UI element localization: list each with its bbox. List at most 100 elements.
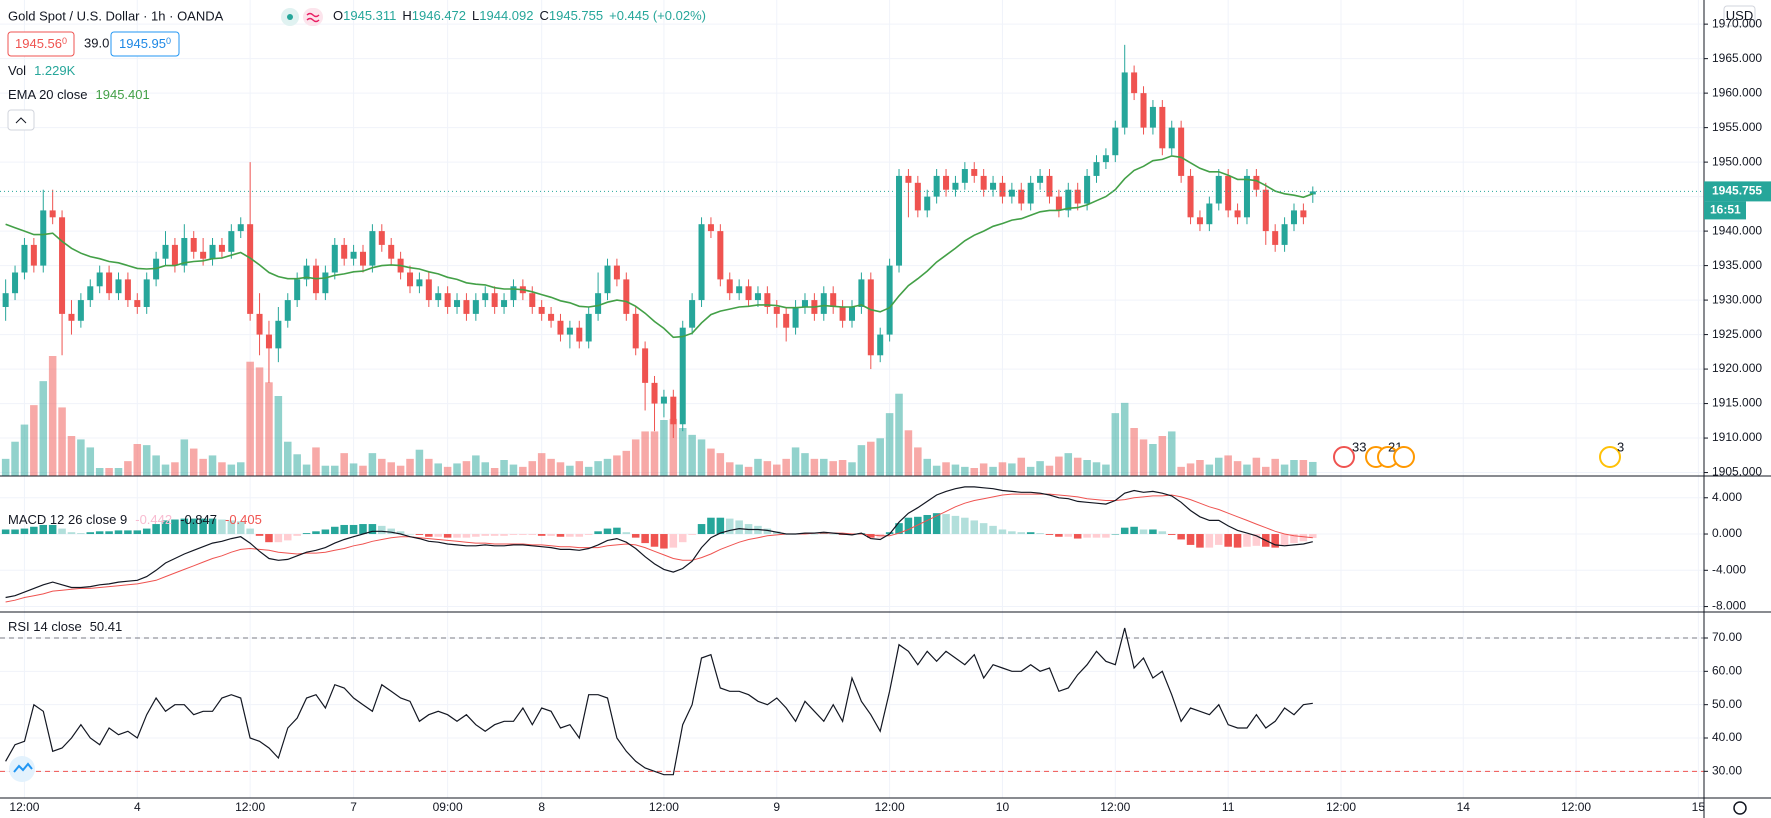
volume-bar xyxy=(669,418,678,476)
event-icon[interactable] xyxy=(1393,446,1415,468)
volume-bar xyxy=(1,458,10,476)
candle-body xyxy=(1187,175,1194,218)
candle-body xyxy=(670,396,677,425)
y-tick-label: 1965.000 xyxy=(1712,51,1762,65)
candle-body xyxy=(1027,182,1034,204)
macd-histogram-bar xyxy=(349,524,358,535)
signal-value: -0.405 xyxy=(225,512,262,527)
data-icon[interactable] xyxy=(303,8,323,26)
volume-bar xyxy=(1299,460,1308,476)
ohlc-label: L xyxy=(472,8,479,23)
candle-body xyxy=(1121,72,1128,128)
macd-histogram-bar xyxy=(425,534,433,537)
volume-bar xyxy=(923,458,931,476)
volume-bar xyxy=(537,453,546,476)
macd-histogram-bar xyxy=(199,518,207,535)
macd-histogram-bar xyxy=(340,524,348,535)
volume-bar xyxy=(368,453,377,476)
buy-button[interactable] xyxy=(110,31,180,57)
collapse-button[interactable] xyxy=(7,109,35,131)
macd-histogram-bar xyxy=(509,534,518,535)
volume-bar xyxy=(716,453,725,476)
settings-button[interactable] xyxy=(1733,801,1747,815)
candle-body xyxy=(576,327,583,342)
macd-histogram-bar xyxy=(575,534,584,537)
candle-body xyxy=(435,293,442,301)
macd-histogram-bar xyxy=(867,534,875,538)
volume-bar xyxy=(594,461,602,476)
volume-bar xyxy=(1092,462,1101,476)
status-dot xyxy=(287,14,293,20)
x-tick-label: 11 xyxy=(1222,800,1235,814)
candle-body xyxy=(1037,175,1044,183)
y-tick-label: 1970.000 xyxy=(1712,16,1762,30)
macd-histogram-bar xyxy=(359,524,367,535)
macd-histogram-bar xyxy=(472,534,480,537)
volume-bar xyxy=(105,468,113,476)
candle-body xyxy=(218,244,225,252)
macd-histogram-bar xyxy=(1092,534,1101,538)
macd-value: -0.847 xyxy=(180,512,217,527)
macd-histogram-bar xyxy=(547,534,555,536)
volume-bar xyxy=(519,466,527,476)
volume-bar xyxy=(575,461,584,476)
macd-histogram-bar xyxy=(284,534,292,541)
volume-bar xyxy=(415,449,424,476)
sell-button[interactable] xyxy=(7,31,75,57)
x-tick-label: 10 xyxy=(996,800,1010,814)
macd-histogram-bar xyxy=(161,520,170,535)
change: +0.445 (+0.02%) xyxy=(609,8,706,23)
candle-body xyxy=(548,313,555,321)
macd-histogram-bar xyxy=(1111,534,1120,535)
x-tick-label: 12:00 xyxy=(1100,800,1130,814)
volume-bar xyxy=(735,464,743,476)
candle-body xyxy=(501,300,508,307)
volume-bar xyxy=(528,461,537,476)
macd-histogram-bar xyxy=(1,529,10,535)
volume-bar xyxy=(1186,463,1195,476)
candle-body xyxy=(642,348,649,383)
volume-bar xyxy=(1026,466,1035,476)
y-tick-label: 1950.000 xyxy=(1712,154,1762,168)
volume-bar xyxy=(114,468,123,476)
event-count: 3 xyxy=(1617,439,1624,454)
volume-bar xyxy=(895,393,903,476)
candle-body xyxy=(1018,189,1025,204)
candle-body xyxy=(369,231,376,266)
candle-body xyxy=(106,272,113,294)
volume-bar xyxy=(904,430,913,476)
event-icon[interactable] xyxy=(1333,446,1355,468)
candle-body xyxy=(2,293,9,307)
macd-histogram-bar xyxy=(77,533,85,535)
candle-body xyxy=(1178,127,1185,176)
macd-histogram-bar xyxy=(537,534,546,536)
x-tick-label: 4 xyxy=(134,800,141,814)
volume-bar xyxy=(1224,455,1232,476)
candle-body xyxy=(717,231,724,280)
logo-glyph xyxy=(13,762,33,773)
volume-bar xyxy=(425,458,433,476)
candle-body xyxy=(265,334,272,349)
y-tick-label: 0.000 xyxy=(1712,526,1742,540)
macd-histogram-bar xyxy=(735,520,743,535)
candle-body xyxy=(21,244,28,273)
candle-body xyxy=(689,300,696,328)
candle-body xyxy=(341,244,348,259)
volume-bar xyxy=(1017,457,1026,476)
event-icon[interactable] xyxy=(1599,446,1621,468)
candle-body xyxy=(990,182,997,190)
macd-histogram-bar xyxy=(274,534,283,543)
macd-histogram-bar xyxy=(20,528,29,535)
volume-bar xyxy=(1271,458,1279,476)
macd-histogram-bar xyxy=(1252,534,1261,546)
volume-bar xyxy=(462,461,471,476)
symbol-title[interactable]: Gold Spot / U.S. Dollar · 1h · OANDA xyxy=(8,8,224,23)
candle-body xyxy=(1140,93,1147,128)
candle-body xyxy=(49,210,56,218)
candle-body xyxy=(651,382,658,404)
y-tick-label: 30.00 xyxy=(1712,764,1742,778)
volume-bar xyxy=(1205,464,1214,476)
volume-bar xyxy=(613,455,621,476)
macd-histogram-bar xyxy=(1214,534,1223,545)
currency-button[interactable] xyxy=(1723,5,1756,27)
